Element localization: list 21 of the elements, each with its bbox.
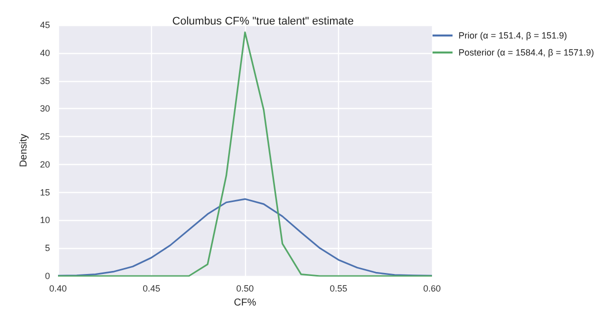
x-tick-label: 0.60 (423, 284, 441, 294)
y-tick-label: 10 (40, 215, 50, 226)
x-tick-label: 0.50 (236, 284, 254, 294)
x-tick-label: 0.55 (330, 284, 348, 294)
legend-label: Posterior (α = 1584.4, β = 1571.9) (458, 48, 594, 58)
y-axis-title: Density (18, 134, 30, 168)
y-tick-label: 5 (44, 243, 50, 254)
y-tick-label: 25 (40, 132, 50, 142)
y-tick-label: 30 (40, 104, 50, 114)
x-axis-title: CF% (234, 298, 256, 308)
y-tick-label: 15 (40, 187, 50, 198)
y-tick-label: 45 (40, 20, 50, 30)
y-tick-label: 35 (40, 76, 50, 86)
x-tick-label: 0.40 (49, 284, 67, 294)
legend-label: Prior (α = 151.4, β = 151.9) (458, 30, 567, 40)
y-tick-label: 40 (40, 48, 50, 58)
y-tick-label: 0 (44, 271, 50, 281)
line-series (57, 31, 433, 277)
y-tick-label: 20 (40, 159, 50, 170)
x-tick-label: 0.45 (142, 284, 160, 294)
chart-title: Columbus CF% "true talent" estimate (172, 16, 354, 28)
